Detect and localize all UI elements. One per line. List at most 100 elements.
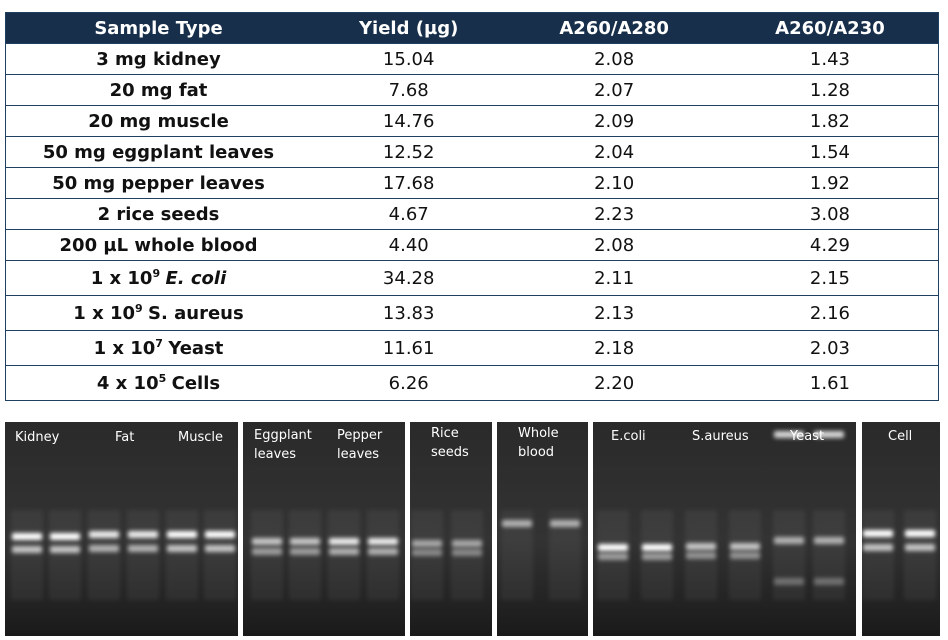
gel-band <box>774 431 804 438</box>
a230-cell: 3.08 <box>721 198 939 230</box>
gel-band <box>814 578 844 585</box>
table-row: 20 mg muscle 14.76 2.09 1.82 <box>5 105 939 137</box>
gel-band <box>252 538 282 545</box>
header-cell: A260/A230 <box>721 12 939 44</box>
gel-band <box>452 540 482 547</box>
yield-cell: 12.52 <box>311 136 507 168</box>
gel-band <box>89 545 119 552</box>
a230-cell: 1.92 <box>721 167 939 199</box>
gel-band <box>167 531 197 538</box>
sample-cell: 4 x 105 Cells <box>5 365 311 401</box>
a230-cell: 2.03 <box>721 330 939 366</box>
gel-panel <box>5 422 238 636</box>
sample-cell: 3 mg kidney <box>5 43 311 75</box>
gel-band <box>50 533 80 540</box>
a230-cell: 2.15 <box>721 260 939 296</box>
gel-shape <box>862 510 894 600</box>
a230-cell: 2.16 <box>721 295 939 331</box>
lane-label: Kidney <box>15 430 60 445</box>
gel-band <box>598 553 628 560</box>
table-row: 1 x 109 S. aureus 13.83 2.13 2.16 <box>5 295 939 331</box>
sample-cell: 20 mg fat <box>5 74 311 106</box>
table-row: 50 mg eggplant leaves 12.52 2.04 1.54 <box>5 136 939 168</box>
a280-cell: 2.20 <box>506 365 722 401</box>
lane-label: leaves <box>337 447 379 462</box>
sample-prefix: 1 x 10 <box>93 338 156 359</box>
yield-cell: 7.68 <box>311 74 507 106</box>
yield-cell: 34.28 <box>311 260 507 296</box>
sample-organism: E. coli <box>165 268 227 289</box>
sample-exponent: 9 <box>152 267 161 280</box>
yield-cell: 4.40 <box>311 229 507 261</box>
sample-organism: Cells <box>171 373 221 394</box>
sample-exponent: 7 <box>155 337 163 350</box>
table-row: 1 x 107 Yeast 11.61 2.18 2.03 <box>5 330 939 366</box>
gel-band <box>368 538 398 545</box>
gel-band <box>12 533 42 540</box>
a280-cell: 2.18 <box>506 330 722 366</box>
yield-cell: 15.04 <box>311 43 507 75</box>
sample-cell: 2 rice seeds <box>5 198 311 230</box>
yield-cell: 13.83 <box>311 295 507 331</box>
a280-cell: 2.09 <box>506 105 722 137</box>
yield-cell: 4.67 <box>311 198 507 230</box>
sample-cell: 20 mg muscle <box>5 105 311 137</box>
table-row: 2 rice seeds 4.67 2.23 3.08 <box>5 198 939 230</box>
a280-cell: 2.23 <box>506 198 722 230</box>
a280-cell: 2.10 <box>506 167 722 199</box>
gel-shape <box>166 510 198 600</box>
gel-shape <box>204 510 236 600</box>
gel-band <box>452 549 482 556</box>
gel-band <box>412 540 442 547</box>
lane-label: Rice <box>431 426 459 441</box>
sample-cell: 1 x 109 S. aureus <box>5 295 311 331</box>
sample-cell: 50 mg eggplant leaves <box>5 136 311 168</box>
lane-label: Cell <box>888 429 912 444</box>
gel-band <box>598 544 628 551</box>
gel-band <box>774 578 804 585</box>
yield-cell: 17.68 <box>311 167 507 199</box>
sample-organism: S. aureus <box>148 303 244 324</box>
a230-cell: 1.82 <box>721 105 939 137</box>
gel-band <box>128 545 158 552</box>
sample-prefix: 4 x 10 <box>96 373 159 394</box>
sample-cell: 1 x 109 E. coli <box>5 260 311 296</box>
gel-band <box>905 544 935 551</box>
a280-cell: 2.13 <box>506 295 722 331</box>
lane-label: blood <box>518 445 554 460</box>
gel-band <box>205 531 235 538</box>
gel-shape <box>11 510 43 600</box>
a230-cell: 1.43 <box>721 43 939 75</box>
results-table: Sample Type Yield (µg) A260/A280 A260/A2… <box>5 12 939 401</box>
gel-band <box>905 530 935 537</box>
gel-band <box>730 552 760 559</box>
table-row: 50 mg pepper leaves 17.68 2.10 1.92 <box>5 167 939 199</box>
sample-exponent: 9 <box>135 302 143 315</box>
yield-cell: 14.76 <box>311 105 507 137</box>
gel-band <box>814 537 844 544</box>
gel-shape <box>127 510 159 600</box>
gel-band <box>329 548 359 555</box>
lane-label: Eggplant <box>254 428 312 443</box>
lane-label: seeds <box>431 445 469 460</box>
gel-band <box>774 537 804 544</box>
table-row: 3 mg kidney 15.04 2.08 1.43 <box>5 43 939 75</box>
sample-organism: Yeast <box>168 338 224 359</box>
lane-label: Yeast <box>789 429 824 444</box>
gel-band <box>686 543 716 550</box>
gel-band <box>642 544 672 551</box>
gel-band <box>550 520 580 527</box>
lane-label: S.aureus <box>692 429 749 444</box>
gel-band <box>642 553 672 560</box>
lane-label: Pepper <box>337 428 383 443</box>
yield-cell: 6.26 <box>311 365 507 401</box>
gel-band <box>205 545 235 552</box>
gel-band <box>863 544 893 551</box>
sample-exponent: 5 <box>158 372 167 385</box>
gel-band <box>686 552 716 559</box>
table-row: 4 x 105 Cells 6.26 2.20 1.61 <box>5 365 939 401</box>
gel-shape <box>813 510 845 600</box>
lane-label: E.coli <box>611 429 646 444</box>
gel-band <box>329 538 359 545</box>
gel-band <box>89 531 119 538</box>
